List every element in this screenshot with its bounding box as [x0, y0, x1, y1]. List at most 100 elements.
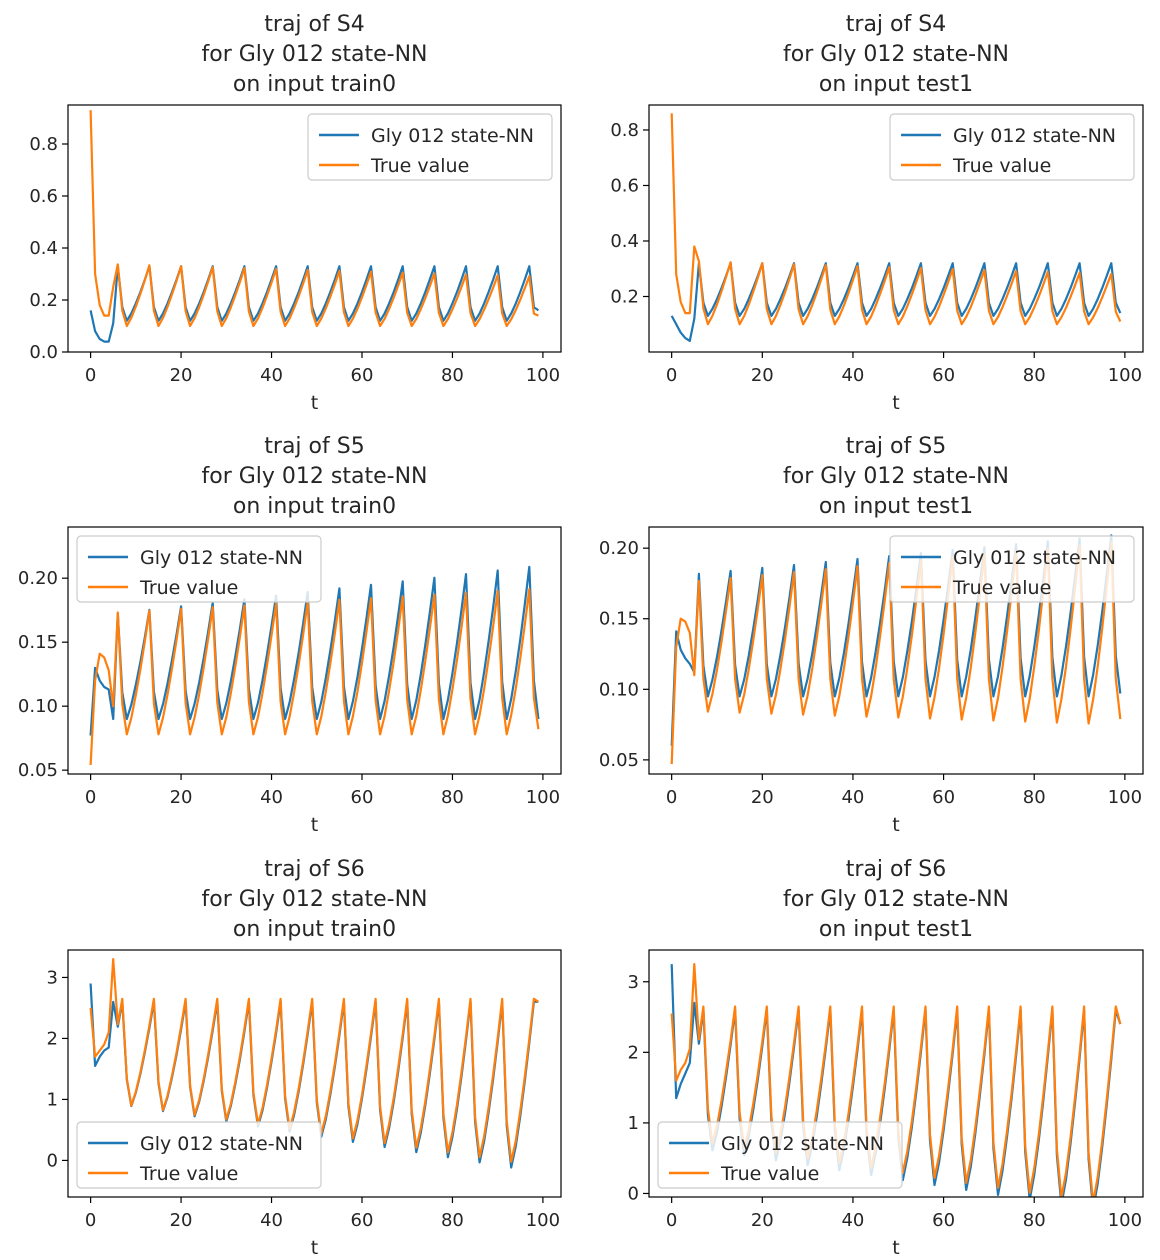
- chart-title-line: on input test1: [819, 494, 973, 519]
- x-tick-label: 0: [666, 1210, 677, 1231]
- x-tick-label: 100: [526, 1210, 560, 1231]
- chart-panel: traj of S6 for Gly 012 state-NN on input t…: [628, 857, 1144, 1259]
- chart-title-line: traj of S4: [846, 12, 946, 37]
- y-tick-label: 3: [47, 967, 58, 988]
- x-tick-label: 80: [441, 787, 464, 808]
- x-tick-label: 80: [441, 1210, 464, 1231]
- x-axis-label: t: [892, 814, 899, 836]
- legend-true-value-entry-label: True value: [139, 577, 238, 599]
- x-tick-label: 20: [751, 1210, 774, 1231]
- model-series-line: [89, 265, 540, 343]
- chart-title-line: for Gly 012 state-NN: [783, 887, 1009, 912]
- chart-panel: traj of S6 for Gly 012 state-NN on input t…: [47, 857, 562, 1259]
- chart-title-line: traj of S5: [264, 434, 364, 459]
- x-tick-label: 60: [932, 1210, 955, 1231]
- chart-title-line: traj of S5: [846, 434, 946, 459]
- y-tick-label: 2: [47, 1028, 58, 1049]
- chart-title-line: on input train0: [233, 72, 396, 97]
- x-axis-label: t: [311, 1237, 318, 1259]
- legend-true-value-entry-label: True value: [952, 577, 1051, 599]
- legend: Gly 012 state-NN True value: [657, 1121, 903, 1189]
- x-tick-label: 20: [170, 787, 193, 808]
- x-tick-label: 20: [751, 365, 774, 386]
- legend: Gly 012 state-NN True value: [76, 1121, 322, 1189]
- legend-box: [76, 1121, 322, 1189]
- x-tick-label: 40: [260, 365, 283, 386]
- y-tick-label: 0.0: [29, 342, 58, 363]
- x-tick-label: 100: [1108, 365, 1142, 386]
- chart-panel: traj of S5 for Gly 012 state-NN on input t…: [599, 434, 1144, 836]
- x-tick-label: 20: [170, 365, 193, 386]
- legend-model-entry-label: Gly 012 state-NN: [953, 547, 1116, 569]
- chart-panel: traj of S4 for Gly 012 state-NN on input t…: [610, 12, 1144, 414]
- x-tick-label: 60: [932, 365, 955, 386]
- axes-frame: [67, 949, 562, 1198]
- true-value-series-line: [89, 588, 540, 766]
- y-tick-label: 0.10: [599, 679, 639, 700]
- y-tick-label: 0.8: [610, 120, 639, 141]
- x-tick-label: 60: [351, 365, 374, 386]
- legend-box: [76, 535, 322, 603]
- y-tick-label: 1: [47, 1089, 58, 1110]
- y-tick-label: 1: [628, 1113, 639, 1134]
- chart-title-line: for Gly 012 state-NN: [783, 42, 1009, 67]
- y-tick-label: 0.2: [29, 290, 58, 311]
- chart-title-line: for Gly 012 state-NN: [202, 464, 428, 489]
- true-value-series-line: [89, 110, 539, 328]
- chart-title-line: traj of S6: [264, 857, 364, 882]
- axes-frame: [648, 104, 1144, 353]
- x-axis-label: t: [892, 1237, 899, 1259]
- chart-panel: traj of S5 for Gly 012 state-NN on input t…: [18, 434, 562, 836]
- x-tick-label: 40: [841, 1210, 864, 1231]
- y-tick-label: 0.2: [610, 286, 639, 307]
- legend-model-entry-label: Gly 012 state-NN: [953, 125, 1116, 147]
- y-tick-label: 0: [628, 1183, 639, 1204]
- legend-true-value-entry-label: True value: [139, 1163, 238, 1185]
- chart-title-line: for Gly 012 state-NN: [202, 42, 428, 67]
- legend: Gly 012 state-NN True value: [76, 535, 322, 603]
- y-tick-label: 0.8: [29, 134, 58, 155]
- true-value-series-line: [670, 113, 1122, 326]
- y-tick-label: 0.20: [599, 538, 639, 559]
- model-series-line: [89, 565, 540, 736]
- legend-model-entry-label: Gly 012 state-NN: [721, 1133, 884, 1155]
- y-tick-label: 0: [47, 1150, 58, 1171]
- legend-true-value-entry-label: True value: [370, 155, 469, 177]
- chart-title-line: on input train0: [233, 917, 396, 942]
- x-tick-label: 40: [260, 1210, 283, 1231]
- x-tick-label: 80: [1023, 1210, 1046, 1231]
- x-axis-label: t: [311, 814, 318, 836]
- y-tick-label: 0.15: [599, 609, 639, 630]
- axes-frame: [67, 526, 562, 775]
- x-tick-label: 100: [526, 365, 560, 386]
- chart-panel: traj of S4 for Gly 012 state-NN on input t…: [29, 12, 562, 414]
- model-series-line: [670, 262, 1122, 342]
- y-tick-label: 0.6: [29, 186, 58, 207]
- chart-title-line: for Gly 012 state-NN: [783, 464, 1009, 489]
- x-tick-label: 80: [1023, 365, 1046, 386]
- x-axis-label: t: [892, 392, 899, 414]
- legend: Gly 012 state-NN True value: [307, 113, 553, 181]
- chart-title-line: on input test1: [819, 917, 973, 942]
- y-tick-label: 0.4: [610, 231, 639, 252]
- x-tick-label: 0: [85, 787, 96, 808]
- chart-title-line: on input test1: [819, 72, 973, 97]
- x-tick-label: 80: [441, 365, 464, 386]
- x-tick-label: 60: [351, 1210, 374, 1231]
- axes-frame: [648, 949, 1144, 1198]
- y-tick-label: 0.15: [18, 632, 58, 653]
- x-tick-label: 0: [666, 787, 677, 808]
- y-tick-label: 0.4: [29, 238, 58, 259]
- legend-box: [889, 113, 1135, 181]
- x-tick-label: 40: [841, 365, 864, 386]
- legend: Gly 012 state-NN True value: [889, 535, 1135, 603]
- legend-box: [307, 113, 553, 181]
- y-tick-label: 0.6: [610, 175, 639, 196]
- legend-true-value-entry-label: True value: [720, 1163, 819, 1185]
- x-tick-label: 100: [1108, 787, 1142, 808]
- x-tick-label: 40: [260, 787, 283, 808]
- chart-title-line: on input train0: [233, 494, 396, 519]
- legend-model-entry-label: Gly 012 state-NN: [140, 1133, 303, 1155]
- x-axis-label: t: [311, 392, 318, 414]
- x-tick-label: 0: [85, 1210, 96, 1231]
